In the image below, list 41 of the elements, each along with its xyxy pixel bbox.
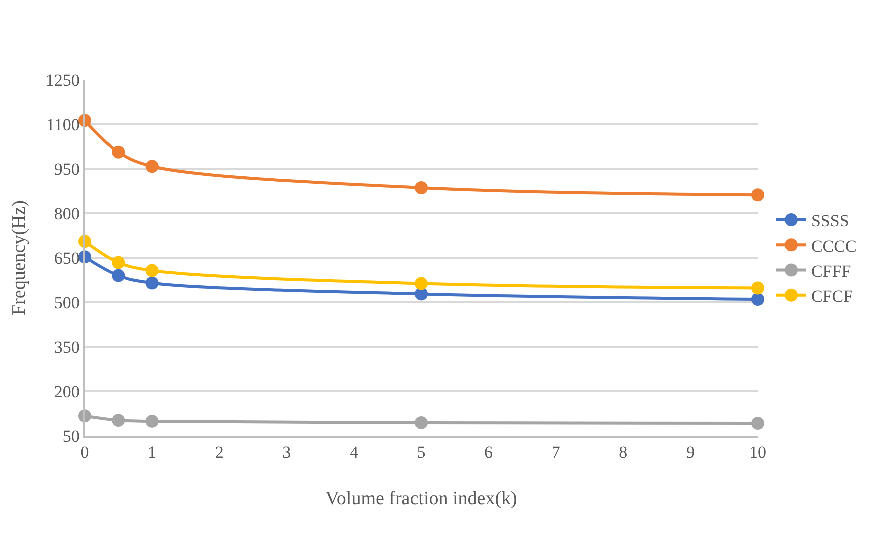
x-tick-label: 6 xyxy=(484,443,494,462)
y-tick-label: 350 xyxy=(54,338,80,357)
y-tick-label: 50 xyxy=(62,426,80,446)
point xyxy=(415,181,428,194)
y-tick-label: 500 xyxy=(54,293,80,312)
x-tick-label: 4 xyxy=(350,443,359,462)
y-tick-label: 800 xyxy=(54,204,80,224)
point xyxy=(146,264,159,278)
point xyxy=(146,160,159,174)
point xyxy=(752,282,764,295)
point xyxy=(752,417,764,430)
y-tick-label: 1100 xyxy=(46,115,80,134)
legend-label: CFFF xyxy=(811,262,852,281)
x-tick-label: 0 xyxy=(80,443,90,462)
point xyxy=(112,146,126,159)
x-axis-title: Volume fraction index(k) xyxy=(326,488,518,510)
x-tick-label: 1 xyxy=(148,443,157,462)
x-tick-label: 3 xyxy=(282,443,292,462)
x-tick-label: 2 xyxy=(215,443,224,462)
point xyxy=(112,256,126,270)
point xyxy=(752,293,764,306)
y-tick-label: 950 xyxy=(54,160,80,179)
y-tick-label: 200 xyxy=(54,382,80,402)
point xyxy=(112,269,126,282)
legend-label: SSSS xyxy=(811,212,850,231)
point xyxy=(146,276,159,290)
y-tick-label: 1250 xyxy=(46,70,80,90)
point xyxy=(752,188,764,202)
x-tick-label: 8 xyxy=(619,443,628,462)
x-tick-label: 5 xyxy=(417,443,426,462)
point xyxy=(146,414,159,428)
x-tick-label: 9 xyxy=(686,443,695,462)
x-tick-label: 10 xyxy=(750,443,766,462)
legend-label: CFCF xyxy=(811,286,854,306)
y-axis-title: Frequency(Hz) xyxy=(9,200,30,316)
x-tick-label: 7 xyxy=(552,443,561,462)
point xyxy=(415,416,428,430)
y-tick-label: 650 xyxy=(54,248,80,268)
point xyxy=(415,277,428,290)
legend-label: CCCC xyxy=(811,236,857,256)
point xyxy=(112,414,126,428)
